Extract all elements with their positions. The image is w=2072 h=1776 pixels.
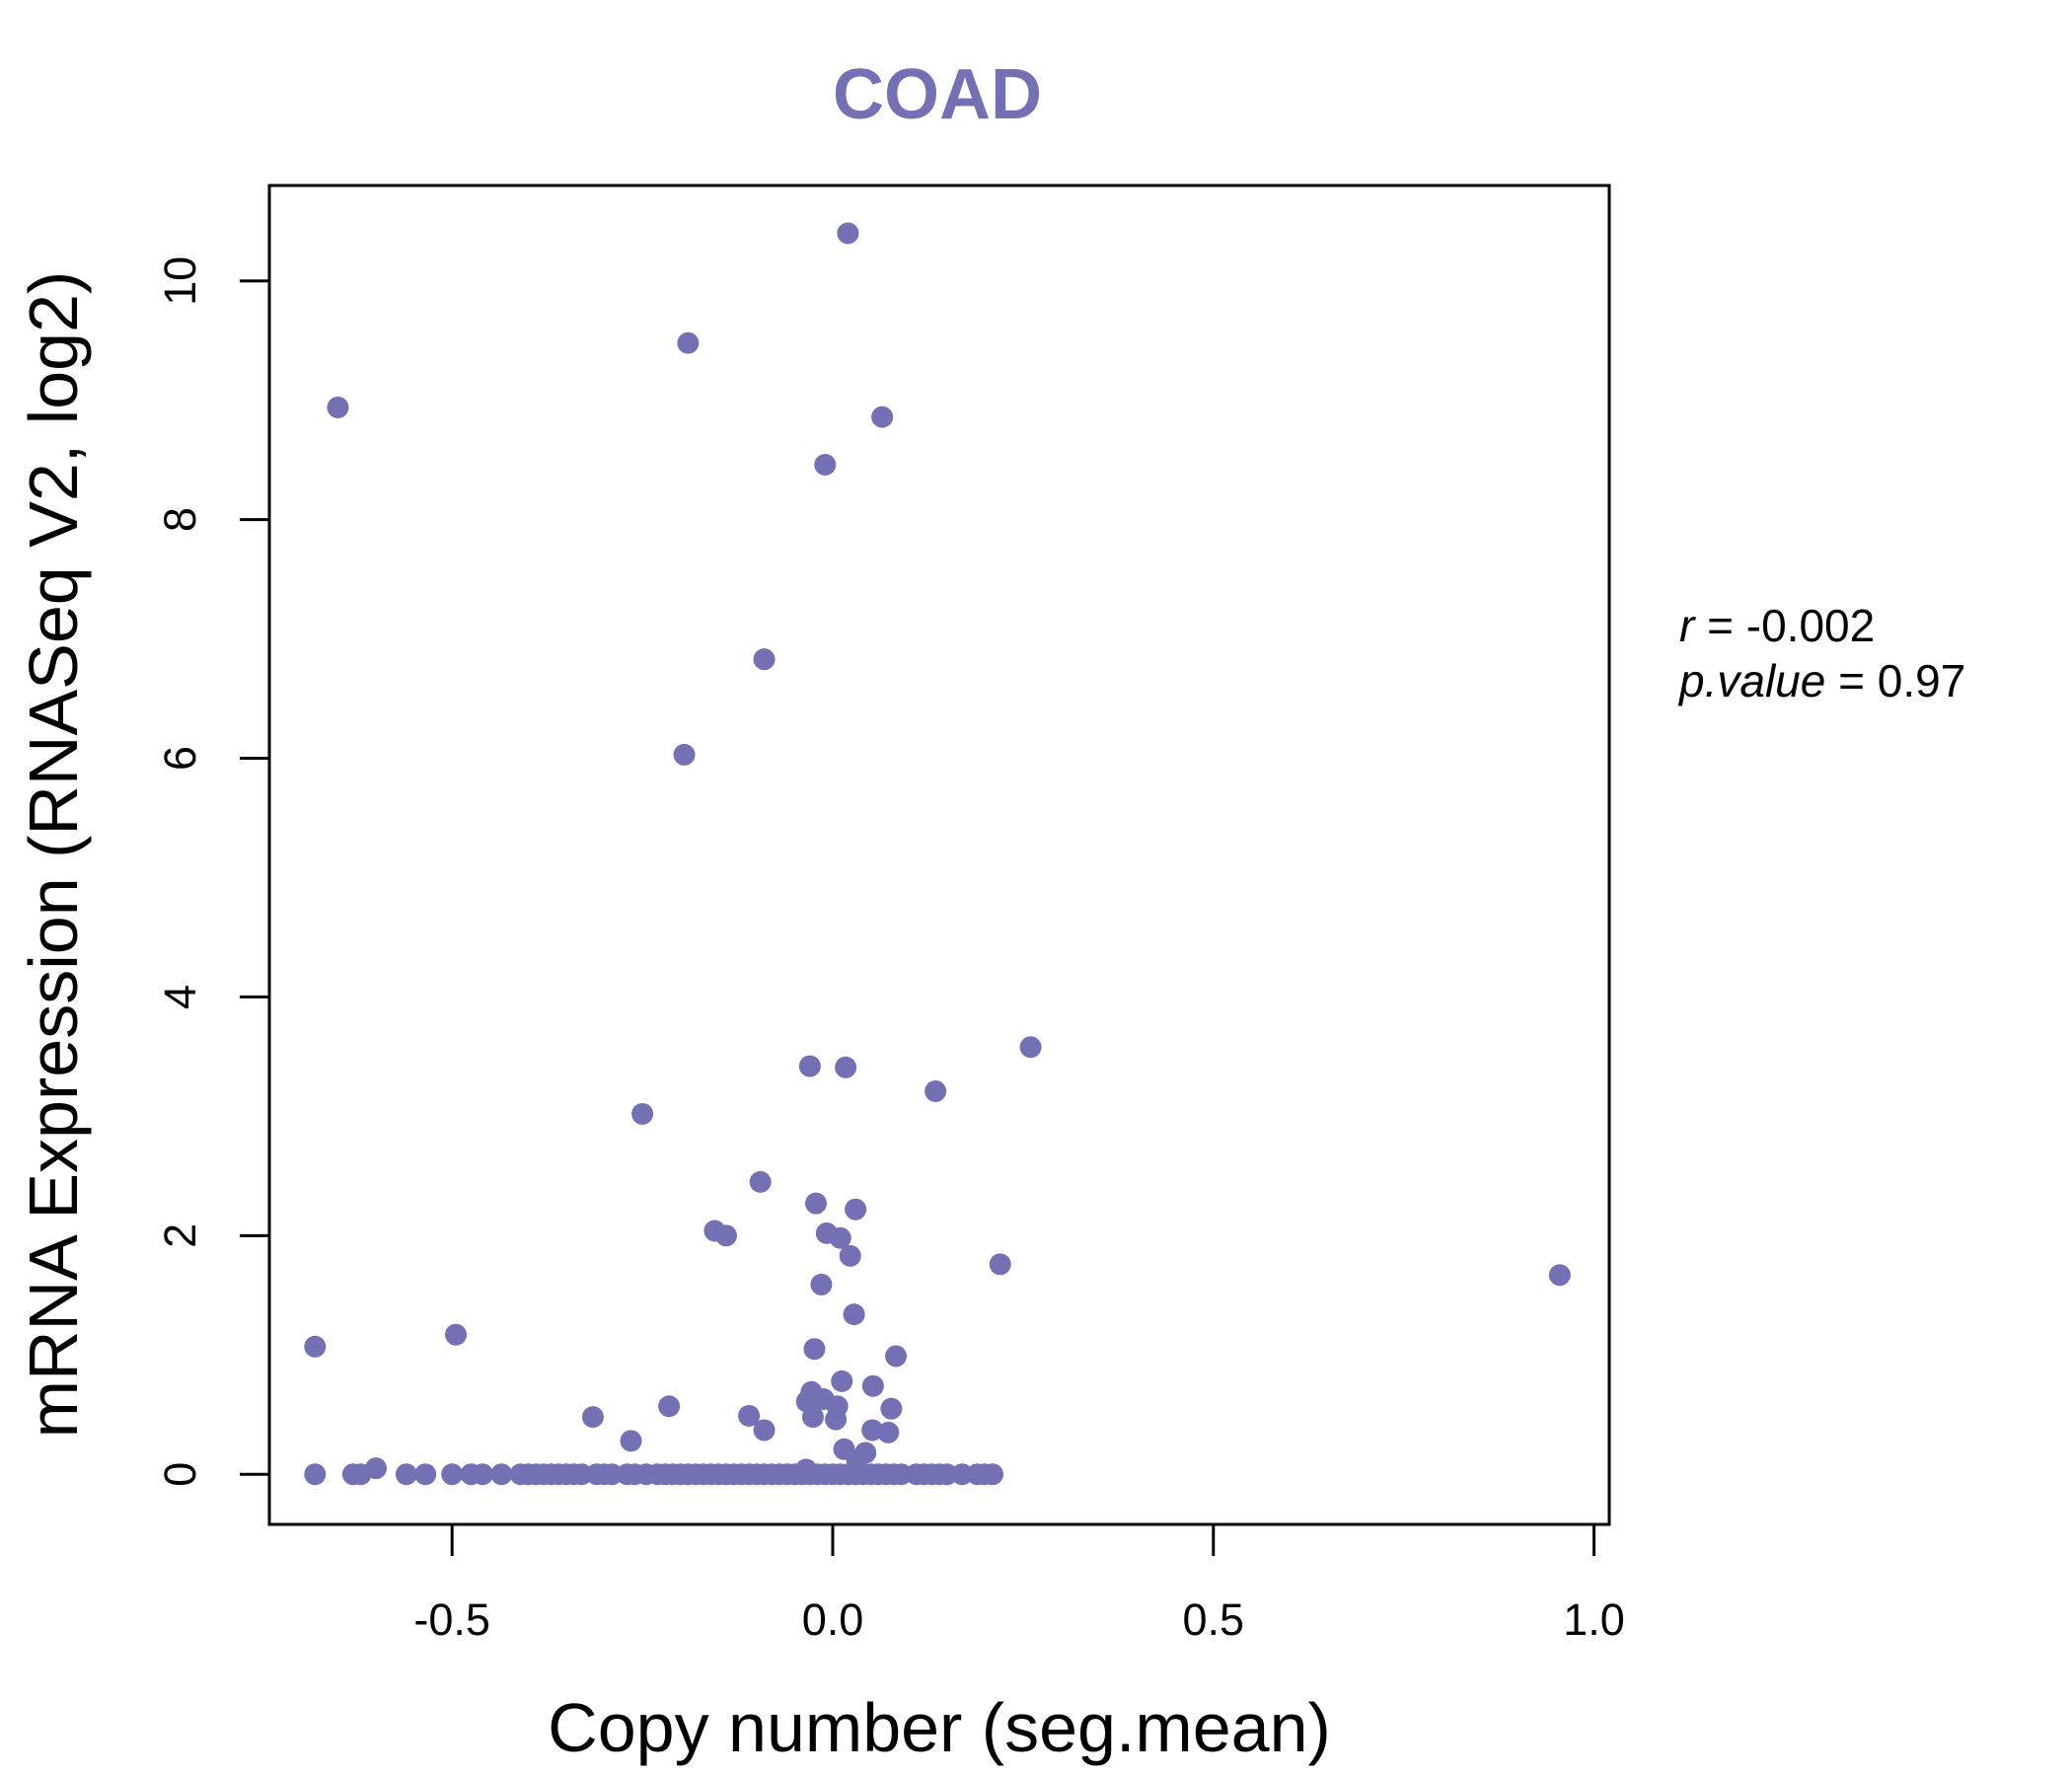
r-equals: = [1694, 600, 1745, 651]
data-point [794, 1458, 817, 1481]
data-point [658, 1395, 681, 1418]
data-point [441, 1463, 464, 1486]
data-point [837, 222, 859, 245]
data-point [620, 1430, 642, 1452]
data-point [395, 1463, 417, 1486]
data-point [982, 1463, 1004, 1486]
data-point [753, 648, 776, 671]
data-point [805, 1192, 828, 1215]
data-point [327, 396, 349, 418]
data-point [880, 1397, 903, 1420]
y-tick-label: 8 [155, 507, 205, 532]
data-point [831, 1369, 853, 1392]
y-tick-label: 6 [155, 746, 205, 771]
p-value: 0.97 [1878, 655, 1966, 706]
data-point [304, 1335, 327, 1358]
data-point [631, 1102, 654, 1125]
data-point [835, 1056, 857, 1078]
data-point [601, 1463, 624, 1486]
data-point [890, 1463, 913, 1486]
data-point [989, 1253, 1011, 1276]
data-point [673, 743, 696, 766]
data-point [304, 1463, 327, 1486]
pvalue-annotation: p.value = 0.97 [1677, 655, 1965, 706]
data-point [845, 1198, 867, 1221]
data-point [861, 1419, 884, 1442]
data-point [490, 1463, 513, 1486]
y-axis: 0 2 4 6 8 10 [155, 257, 269, 1487]
data-point [801, 1406, 824, 1429]
data-point [871, 406, 894, 428]
data-point [925, 1079, 947, 1102]
data-point [839, 1244, 861, 1267]
data-point [738, 1404, 761, 1427]
data-point [843, 1303, 865, 1326]
chart-title: COAD [833, 55, 1042, 134]
plot-frame [267, 184, 1611, 1526]
y-tick-label: 2 [155, 1223, 205, 1248]
data-point [677, 332, 700, 354]
data-point [885, 1345, 908, 1368]
data-point [825, 1408, 848, 1431]
x-tick-label: 0.5 [1182, 1594, 1244, 1645]
data-point [935, 1463, 958, 1486]
correlation-annotation: r = -0.002 [1679, 600, 1875, 651]
y-axis-label: mRNA Expression (RNASeq V2, log2) [15, 271, 92, 1439]
r-value: -0.002 [1746, 600, 1875, 651]
p-equals: = [1825, 655, 1877, 706]
y-tick-label: 0 [155, 1462, 205, 1487]
data-point [798, 1055, 821, 1077]
data-point [472, 1463, 494, 1486]
data-point [803, 1338, 826, 1361]
p-label: p.value [1677, 655, 1825, 706]
x-tick-label: -0.5 [413, 1594, 490, 1645]
data-point [1019, 1036, 1042, 1059]
data-point [753, 1419, 776, 1442]
x-tick-label: 0.0 [802, 1594, 864, 1645]
data-point [814, 454, 837, 477]
y-tick-label: 10 [155, 257, 205, 306]
data-point [749, 1170, 772, 1193]
x-tick-label: 1.0 [1563, 1594, 1625, 1645]
y-tick-label: 4 [155, 985, 205, 1009]
data-point [570, 1463, 593, 1486]
data-point [861, 1374, 884, 1397]
data-point [829, 1226, 851, 1249]
data-point [951, 1463, 974, 1486]
x-axis: -0.5 0.0 0.5 1.0 [413, 1524, 1625, 1645]
x-axis-label: Copy number (seg.mean) [548, 1689, 1331, 1766]
data-points [304, 222, 1571, 1486]
data-point [581, 1406, 604, 1429]
data-point [445, 1323, 468, 1346]
data-point [810, 1273, 833, 1295]
data-point [877, 1421, 900, 1443]
data-point [349, 1463, 372, 1486]
data-point [714, 1224, 737, 1247]
data-point [1548, 1264, 1571, 1287]
data-point [414, 1463, 437, 1486]
r-label: r [1679, 600, 1696, 651]
